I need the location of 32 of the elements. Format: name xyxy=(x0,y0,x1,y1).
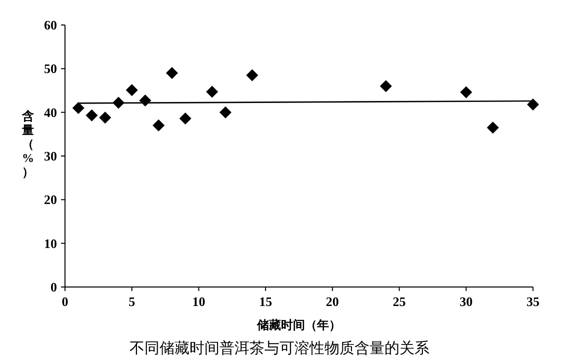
x-tick-label: 30 xyxy=(460,294,473,309)
y-axis-title: 含量（%） xyxy=(21,109,34,179)
point xyxy=(179,112,192,124)
point xyxy=(460,86,472,98)
x-tick-label: 10 xyxy=(192,294,206,309)
y-tick-label: 10 xyxy=(44,236,57,251)
point xyxy=(219,106,232,118)
text: 不同储藏时间普洱茶与可溶性物质含量的关系 xyxy=(130,340,430,357)
point xyxy=(72,102,84,114)
point xyxy=(166,67,178,80)
x-tick-label: 20 xyxy=(326,294,339,309)
y-tick-label: 60 xyxy=(44,18,57,32)
x-tick-label: 35 xyxy=(526,294,540,309)
x-axis-title: 储藏时间（年） xyxy=(256,318,341,332)
y-tick-label: 20 xyxy=(44,192,57,208)
point xyxy=(152,119,165,132)
x-tick-label: 15 xyxy=(259,294,273,309)
y-tick-label: 30 xyxy=(44,148,57,164)
point xyxy=(126,84,138,96)
point xyxy=(527,98,539,110)
y-tick-label: 50 xyxy=(44,61,57,76)
point xyxy=(86,109,98,122)
point xyxy=(206,86,218,98)
point xyxy=(99,112,112,124)
y-tick-label: 40 xyxy=(44,104,57,120)
point xyxy=(246,69,258,82)
x-tick-label: 0 xyxy=(62,294,68,309)
x-tick-label: 25 xyxy=(392,294,406,309)
point xyxy=(380,80,392,92)
x-tick-label: 5 xyxy=(128,294,136,309)
y-tick-label: 0 xyxy=(50,280,57,294)
point xyxy=(486,122,499,134)
